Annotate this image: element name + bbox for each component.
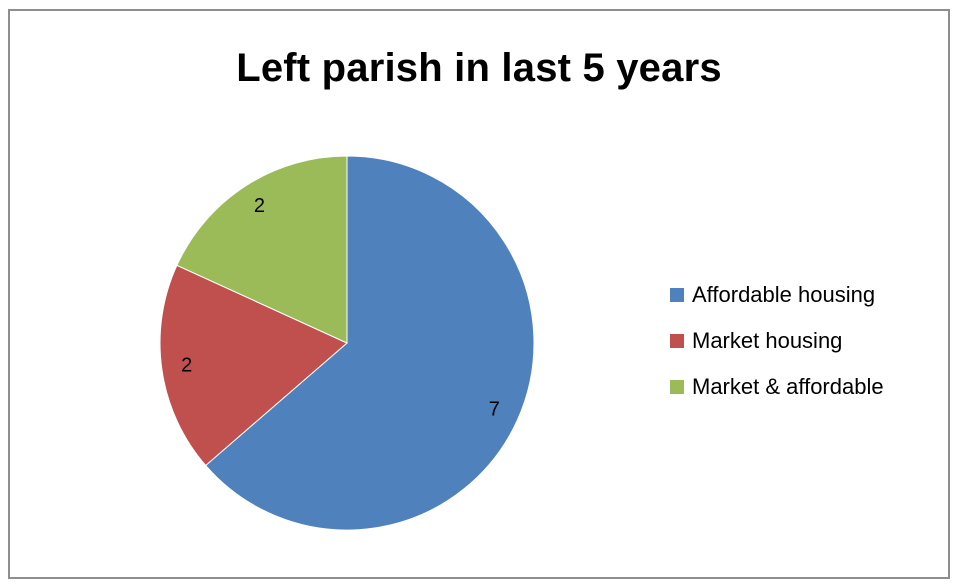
chart-title: Left parish in last 5 years bbox=[236, 46, 722, 90]
legend-swatch bbox=[670, 334, 684, 348]
chart-area: Left parish in last 5 years 7 2 2 Affordab… bbox=[8, 9, 950, 579]
legend-swatch bbox=[670, 288, 684, 302]
pie-label-market-and-affordable: 2 bbox=[254, 195, 265, 217]
legend: Affordable housing Market housing Market… bbox=[670, 282, 884, 421]
pie-slices bbox=[159, 155, 535, 531]
legend-item-market-housing: Market housing bbox=[670, 328, 884, 353]
legend-item-market-and-affordable: Market & affordable bbox=[670, 374, 884, 399]
legend-item-affordable-housing: Affordable housing bbox=[670, 282, 884, 307]
pie-data-labels: 7 2 2 bbox=[181, 195, 500, 421]
pie-slice-market-and-affordable bbox=[176, 155, 348, 344]
pie-chart: 7 2 2 bbox=[159, 155, 535, 531]
pie-slice-market-housing bbox=[159, 264, 348, 467]
legend-label: Affordable housing bbox=[692, 282, 876, 307]
legend-label: Market & affordable bbox=[692, 374, 884, 399]
pie-label-market-housing: 2 bbox=[181, 354, 192, 376]
legend-swatch bbox=[670, 380, 684, 394]
pie-label-affordable-housing: 7 bbox=[489, 399, 500, 421]
legend-label: Market housing bbox=[692, 328, 843, 353]
pie-slice-affordable-housing bbox=[204, 155, 535, 531]
